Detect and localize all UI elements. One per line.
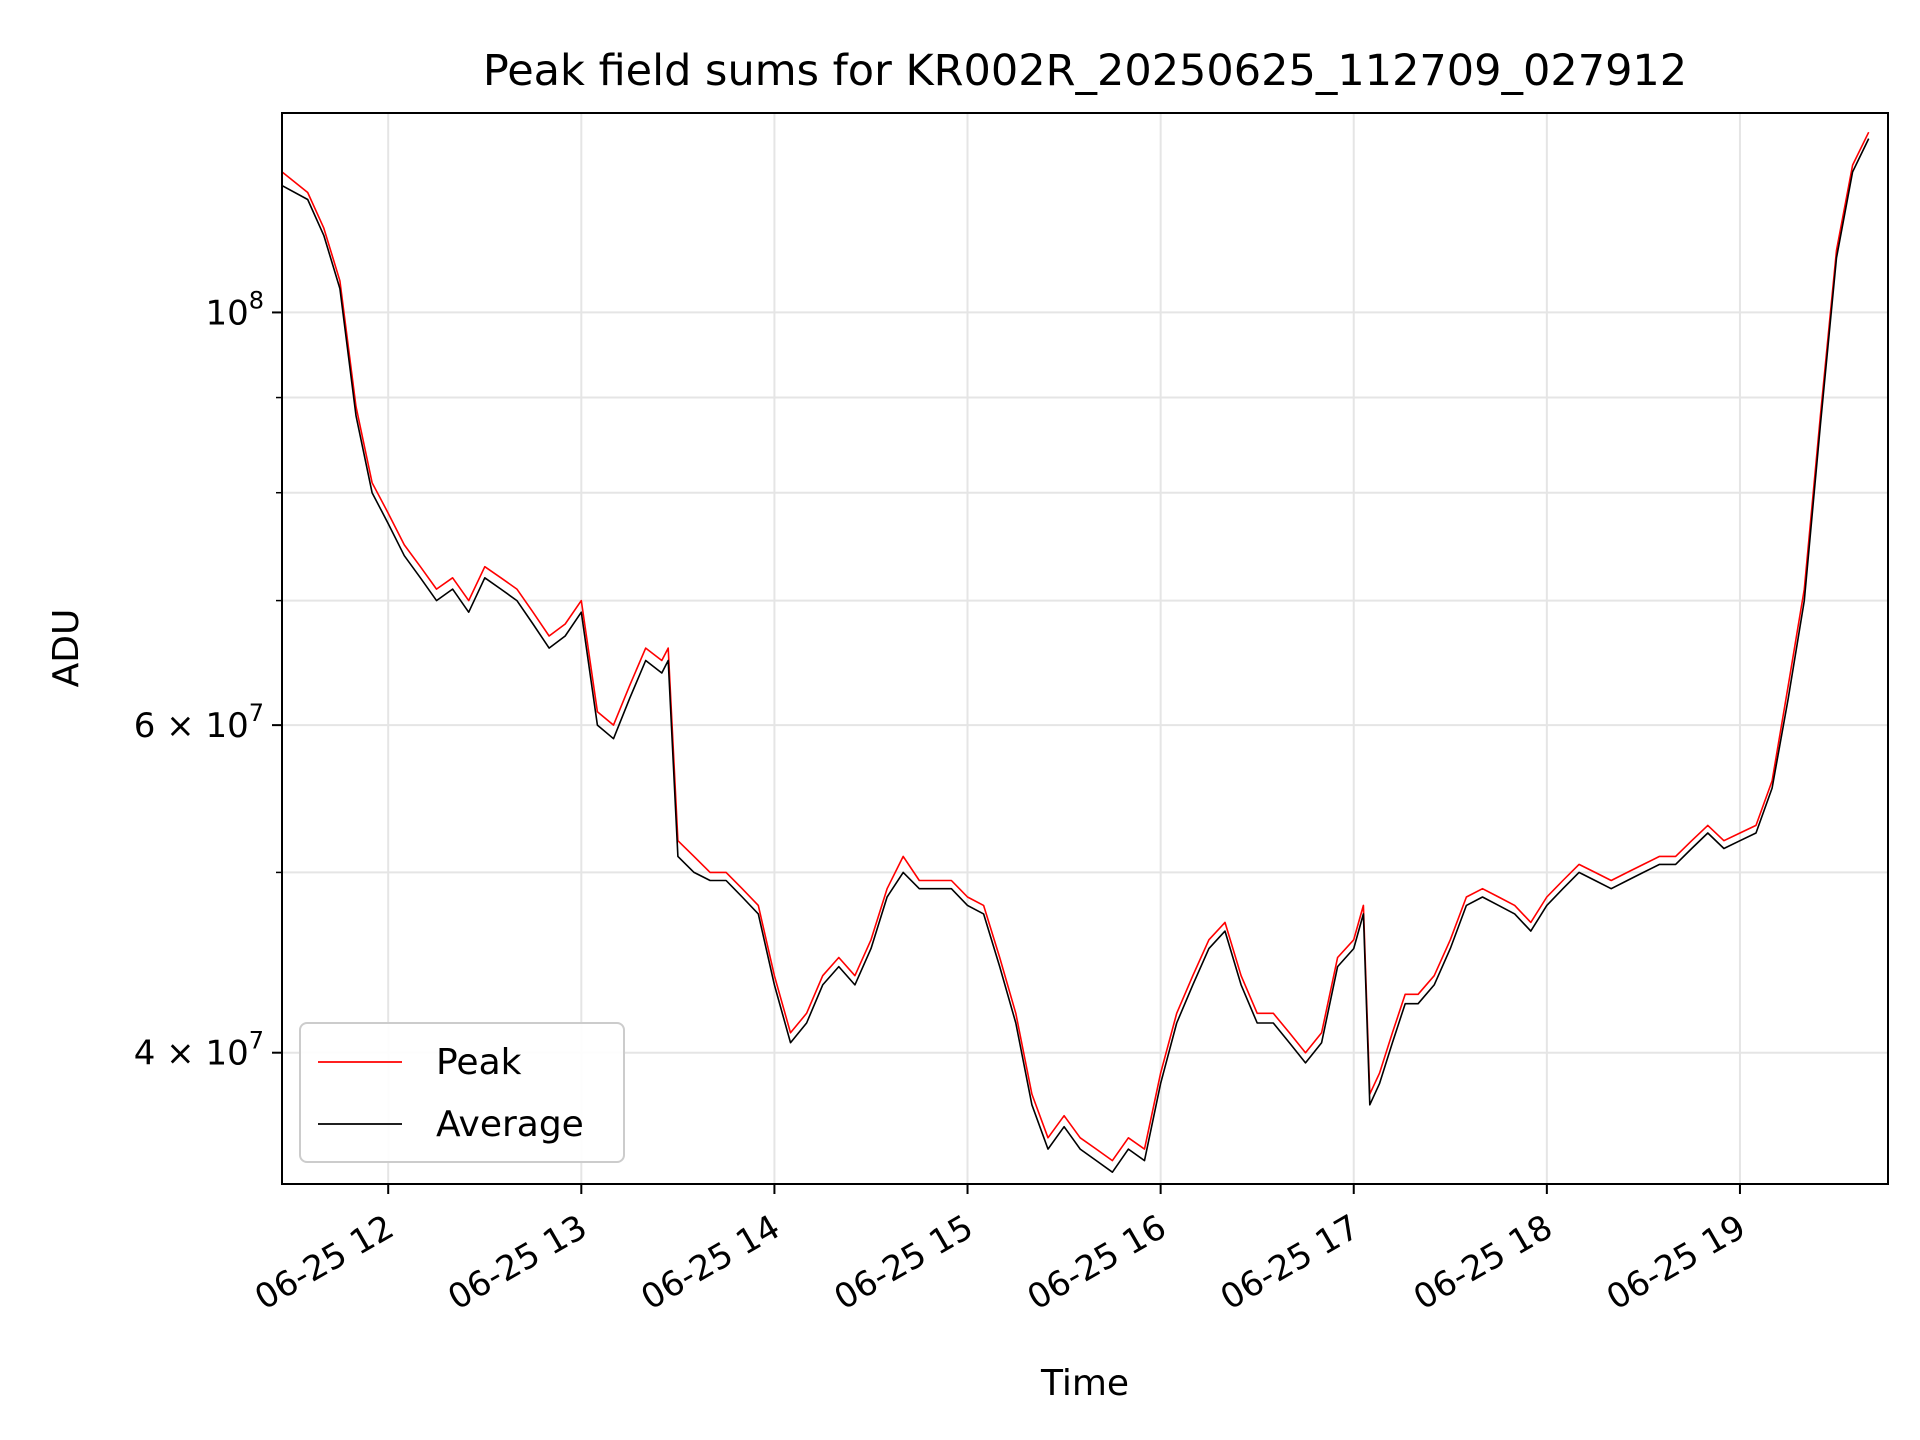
y-axis-label: ADU [46,609,87,688]
x-axis-label: Time [1040,1363,1129,1404]
plot-frame [281,112,1889,1185]
chart-title: Peak field sums for KR002R_20250625_1127… [483,46,1687,96]
series-lines [281,131,1870,1173]
series-line-peak [281,131,1870,1162]
series-line-average [281,138,1870,1173]
y-tick-label: 108 [205,286,264,333]
legend-label-peak: Peak [436,1042,522,1083]
y-tick-label: 6 × 107 [134,699,264,746]
y-tick-label: 4 × 107 [134,1027,264,1074]
legend-label-average: Average [436,1104,584,1145]
legend-box [299,1022,625,1163]
grid [282,113,1888,1184]
legend: Peak Average [299,1022,625,1163]
